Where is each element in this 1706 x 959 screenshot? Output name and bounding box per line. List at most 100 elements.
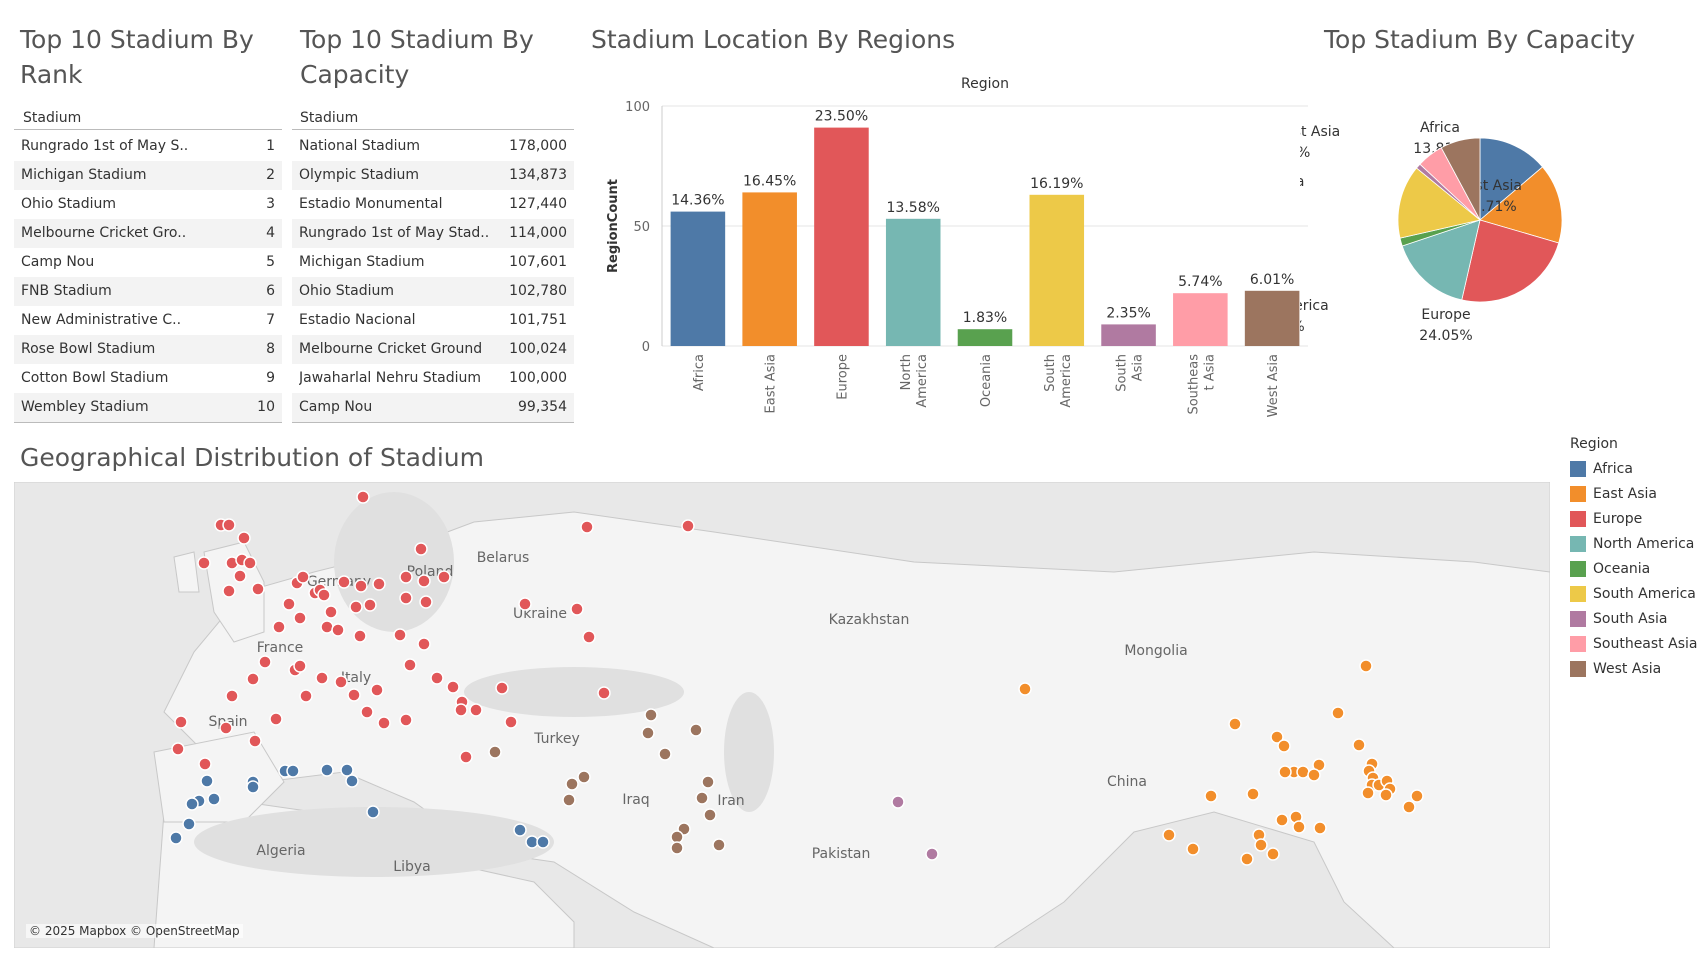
stadium-marker[interactable] bbox=[399, 591, 413, 605]
stadium-marker[interactable] bbox=[353, 629, 367, 643]
stadium-marker[interactable] bbox=[269, 712, 283, 726]
table-row[interactable]: Melbourne Cricket Gro.. 4 bbox=[14, 219, 282, 248]
stadium-marker[interactable] bbox=[296, 570, 310, 584]
stadium-marker[interactable] bbox=[317, 588, 331, 602]
pie-slice-africa[interactable] bbox=[1479, 137, 1544, 221]
bar-europe[interactable] bbox=[814, 127, 869, 346]
legend-item-west-asia[interactable]: West Asia bbox=[1570, 656, 1697, 681]
stadium-marker[interactable] bbox=[174, 715, 188, 729]
stadium-marker[interactable] bbox=[925, 847, 939, 861]
stadium-marker[interactable] bbox=[399, 713, 413, 727]
table-row[interactable]: Rose Bowl Stadium 8 bbox=[14, 335, 282, 364]
stadium-marker[interactable] bbox=[689, 723, 703, 737]
stadium-marker[interactable] bbox=[419, 595, 433, 609]
stadium-marker[interactable] bbox=[582, 630, 596, 644]
stadium-marker[interactable] bbox=[577, 770, 591, 784]
stadium-marker[interactable] bbox=[233, 569, 247, 583]
stadium-marker[interactable] bbox=[454, 703, 468, 717]
stadium-marker[interactable] bbox=[1270, 730, 1284, 744]
stadium-marker[interactable] bbox=[1186, 842, 1200, 856]
stadium-marker[interactable] bbox=[331, 623, 345, 637]
stadium-marker[interactable] bbox=[459, 750, 473, 764]
table-row[interactable]: Jawaharlal Nehru Stadium 100,000 bbox=[292, 364, 574, 393]
stadium-marker[interactable] bbox=[169, 831, 183, 845]
table-row[interactable]: National Stadium 178,000 bbox=[292, 132, 574, 161]
stadium-marker[interactable] bbox=[570, 602, 584, 616]
stadium-marker[interactable] bbox=[417, 637, 431, 651]
bar-south-america[interactable] bbox=[1029, 194, 1085, 346]
table-row[interactable]: Estadio Monumental 127,440 bbox=[292, 190, 574, 219]
stadium-marker[interactable] bbox=[349, 600, 363, 614]
stadium-marker[interactable] bbox=[197, 556, 211, 570]
stadium-marker[interactable] bbox=[200, 774, 214, 788]
stadium-marker[interactable] bbox=[504, 715, 518, 729]
stadium-marker[interactable] bbox=[703, 808, 717, 822]
stadium-marker[interactable] bbox=[243, 556, 257, 570]
table-row[interactable]: FNB Stadium 6 bbox=[14, 277, 282, 306]
stadium-marker[interactable] bbox=[258, 655, 272, 669]
stadium-marker[interactable] bbox=[488, 745, 502, 759]
stadium-marker[interactable] bbox=[641, 726, 655, 740]
stadium-marker[interactable] bbox=[182, 817, 196, 831]
stadium-marker[interactable] bbox=[1307, 768, 1321, 782]
table-row[interactable]: Michigan Stadium 107,601 bbox=[292, 248, 574, 277]
stadium-marker[interactable] bbox=[334, 675, 348, 689]
pie-slice-europe[interactable] bbox=[1461, 219, 1560, 303]
stadium-marker[interactable] bbox=[1240, 852, 1254, 866]
stadium-marker[interactable] bbox=[658, 747, 672, 761]
stadium-marker[interactable] bbox=[712, 838, 726, 852]
stadium-marker[interactable] bbox=[198, 757, 212, 771]
stadium-marker[interactable] bbox=[518, 597, 532, 611]
stadium-marker[interactable] bbox=[340, 763, 354, 777]
stadium-marker[interactable] bbox=[272, 620, 286, 634]
stadium-marker[interactable] bbox=[695, 791, 709, 805]
stadium-marker[interactable] bbox=[701, 775, 715, 789]
stadium-marker[interactable] bbox=[207, 792, 221, 806]
stadium-marker[interactable] bbox=[222, 584, 236, 598]
pie-slice-east-asia[interactable] bbox=[1479, 166, 1563, 244]
stadium-marker[interactable] bbox=[237, 531, 251, 545]
stadium-marker[interactable] bbox=[513, 823, 527, 837]
stadium-marker[interactable] bbox=[430, 671, 444, 685]
table-row[interactable]: Wembley Stadium 10 bbox=[14, 393, 282, 422]
stadium-marker[interactable] bbox=[246, 780, 260, 794]
table-row[interactable]: Cotton Bowl Stadium 9 bbox=[14, 364, 282, 393]
stadium-marker[interactable] bbox=[1292, 820, 1306, 834]
stadium-marker[interactable] bbox=[393, 628, 407, 642]
legend-item-south-america[interactable]: South America bbox=[1570, 581, 1697, 606]
bar-southeast-asia[interactable] bbox=[1173, 293, 1228, 346]
stadium-marker[interactable] bbox=[366, 805, 380, 819]
stadium-marker[interactable] bbox=[286, 764, 300, 778]
table-row[interactable]: Camp Nou 99,354 bbox=[292, 393, 574, 422]
table-row[interactable]: Camp Nou 5 bbox=[14, 248, 282, 277]
legend-item-africa[interactable]: Africa bbox=[1570, 456, 1697, 481]
pie-slice-north-america[interactable] bbox=[1401, 219, 1481, 301]
stadium-marker[interactable] bbox=[293, 659, 307, 673]
table-row[interactable]: New Administrative C.. 7 bbox=[14, 306, 282, 335]
stadium-marker[interactable] bbox=[171, 742, 185, 756]
stadium-marker[interactable] bbox=[360, 705, 374, 719]
stadium-marker[interactable] bbox=[222, 518, 236, 532]
table-row[interactable]: Melbourne Cricket Ground 100,024 bbox=[292, 335, 574, 364]
legend-item-north-america[interactable]: North America bbox=[1570, 531, 1697, 556]
stadium-marker[interactable] bbox=[565, 777, 579, 791]
stadium-marker[interactable] bbox=[1246, 787, 1260, 801]
table-row[interactable]: Ohio Stadium 102,780 bbox=[292, 277, 574, 306]
stadium-marker[interactable] bbox=[219, 721, 233, 735]
legend-item-southeast-asia[interactable]: Southeast Asia bbox=[1570, 631, 1697, 656]
stadium-marker[interactable] bbox=[320, 763, 334, 777]
stadium-marker[interactable] bbox=[251, 582, 265, 596]
stadium-marker[interactable] bbox=[225, 689, 239, 703]
table-row[interactable]: Ohio Stadium 3 bbox=[14, 190, 282, 219]
stadium-marker[interactable] bbox=[562, 793, 576, 807]
stadium-marker[interactable] bbox=[1352, 738, 1366, 752]
stadium-marker[interactable] bbox=[347, 688, 361, 702]
stadium-marker[interactable] bbox=[1254, 838, 1268, 852]
stadium-marker[interactable] bbox=[1379, 788, 1393, 802]
stadium-marker[interactable] bbox=[363, 598, 377, 612]
legend-item-europe[interactable]: Europe bbox=[1570, 506, 1697, 531]
stadium-marker[interactable] bbox=[399, 570, 413, 584]
stadium-marker[interactable] bbox=[1228, 717, 1242, 731]
stadium-marker[interactable] bbox=[377, 716, 391, 730]
pie-slice-south-america[interactable] bbox=[1397, 167, 1481, 239]
